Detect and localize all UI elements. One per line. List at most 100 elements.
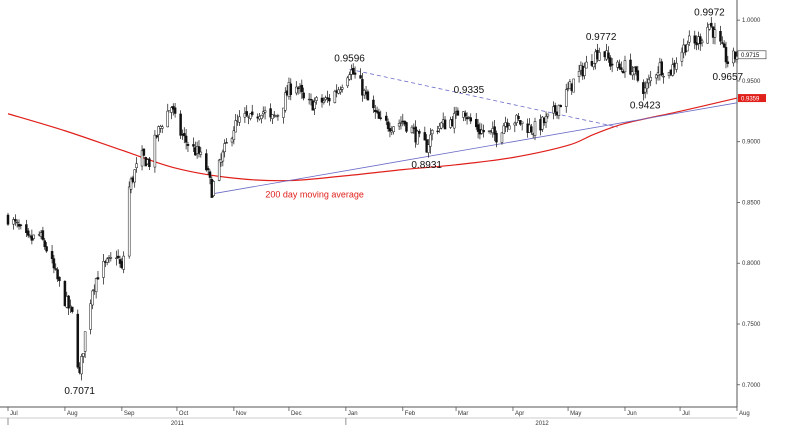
- candle-body: [67, 295, 70, 309]
- candle-body: [58, 276, 61, 282]
- candle-body: [440, 122, 443, 129]
- candle-body: [392, 126, 395, 132]
- candle-body: [708, 23, 711, 30]
- candle-body: [436, 130, 439, 133]
- candle-body: [89, 303, 92, 330]
- candle-body: [250, 111, 254, 115]
- moving-average-layer: [7, 97, 738, 182]
- candle-body: [289, 83, 293, 95]
- candle-body: [564, 89, 568, 107]
- candle-body: [129, 178, 133, 190]
- candle-body: [135, 163, 138, 168]
- annotation-label: 0.8931: [411, 160, 442, 171]
- candle-body: [465, 117, 469, 120]
- candle-body: [463, 112, 467, 117]
- candle-body: [284, 92, 287, 111]
- candle-body: [517, 115, 520, 120]
- candle-body: [166, 110, 170, 128]
- x-tick-label: Jul: [10, 411, 18, 417]
- candle-body: [245, 111, 248, 116]
- candle-body: [223, 143, 226, 153]
- candle-body: [423, 132, 427, 141]
- candle-body: [322, 100, 326, 103]
- axes-layer: 0.7000 0.7500 0.8000 0.8500 0.9000 0.9500 1.00…: [0, 0, 761, 427]
- support-trendline: [211, 102, 738, 195]
- x-tick-label: May: [570, 411, 581, 417]
- candle-body: [443, 119, 447, 130]
- candle-body: [339, 89, 342, 93]
- annotation-layer: 0.7071 0.9596 0.9335 0.8931 0.9772 0.9423 0.99…: [64, 8, 743, 398]
- candle-body: [686, 43, 689, 52]
- candle-body: [733, 51, 737, 60]
- annotation-label: 0.9657: [713, 72, 744, 83]
- candle-body: [225, 142, 228, 144]
- x-tick-label: Jul: [682, 411, 690, 417]
- candle-body: [598, 52, 601, 61]
- y-tick-label: 0.9000: [742, 140, 761, 146]
- candle-body: [379, 117, 383, 119]
- candle-body: [25, 224, 28, 234]
- candle-body: [63, 281, 67, 307]
- candle-body: [41, 230, 45, 240]
- candle-body: [302, 92, 305, 99]
- candle-body: [271, 114, 274, 119]
- candle-body: [15, 221, 19, 224]
- candle-body: [6, 214, 10, 225]
- candle-body: [14, 219, 17, 222]
- candle-body: [19, 224, 23, 226]
- candle-body: [544, 116, 548, 123]
- candle-body: [212, 181, 215, 196]
- candle-body: [418, 130, 421, 134]
- candle-body: [105, 258, 109, 263]
- candle-body: [726, 61, 730, 64]
- candle-body: [476, 124, 480, 132]
- x-tick-label: Mar: [458, 411, 468, 417]
- y-tick-label: 0.8500: [742, 200, 761, 206]
- candle-body: [282, 107, 285, 118]
- candle-body: [153, 134, 157, 168]
- candle-body: [688, 35, 691, 43]
- candle-body: [609, 57, 612, 67]
- candle-body: [148, 158, 151, 167]
- candle-body: [636, 70, 640, 81]
- candle-body: [346, 77, 349, 87]
- candle-body: [671, 64, 674, 76]
- x-tick-label: Feb: [405, 411, 416, 417]
- candle-body: [530, 126, 533, 133]
- ma-value-label: 0.9359: [741, 96, 760, 102]
- last-price-tag: [737, 50, 767, 60]
- candle-body: [385, 115, 388, 121]
- candle-body: [405, 122, 408, 132]
- candle-body: [399, 122, 403, 124]
- candle-body: [320, 97, 324, 103]
- x-tick-label: Oct: [179, 411, 189, 417]
- candle-body: [221, 151, 225, 162]
- candle-body: [710, 22, 713, 27]
- candle-body: [699, 36, 702, 45]
- candle-body: [359, 75, 362, 79]
- last-price-label: 0.9715: [741, 53, 760, 59]
- candle-body: [80, 356, 83, 375]
- candle-body: [300, 84, 304, 93]
- candle-body: [700, 40, 704, 44]
- candle-body: [618, 63, 621, 69]
- candle-body: [375, 110, 379, 113]
- candle-body: [45, 246, 48, 252]
- candle-body: [495, 132, 498, 143]
- candle-body: [502, 125, 506, 135]
- candle-body: [348, 74, 351, 80]
- candle-body: [506, 122, 509, 128]
- candle-body: [649, 77, 652, 82]
- candle-body: [43, 240, 46, 247]
- candle-body: [295, 86, 298, 94]
- candle-body: [116, 255, 120, 258]
- candle-body: [397, 122, 401, 127]
- candle-body: [333, 90, 337, 103]
- candle-body: [26, 230, 30, 236]
- candle-body: [654, 74, 658, 79]
- y-tick-label: 0.8000: [742, 261, 761, 267]
- candle-body: [724, 47, 728, 63]
- year-label: 2011: [171, 421, 185, 427]
- candle-body: [69, 305, 72, 307]
- candle-body: [721, 42, 724, 44]
